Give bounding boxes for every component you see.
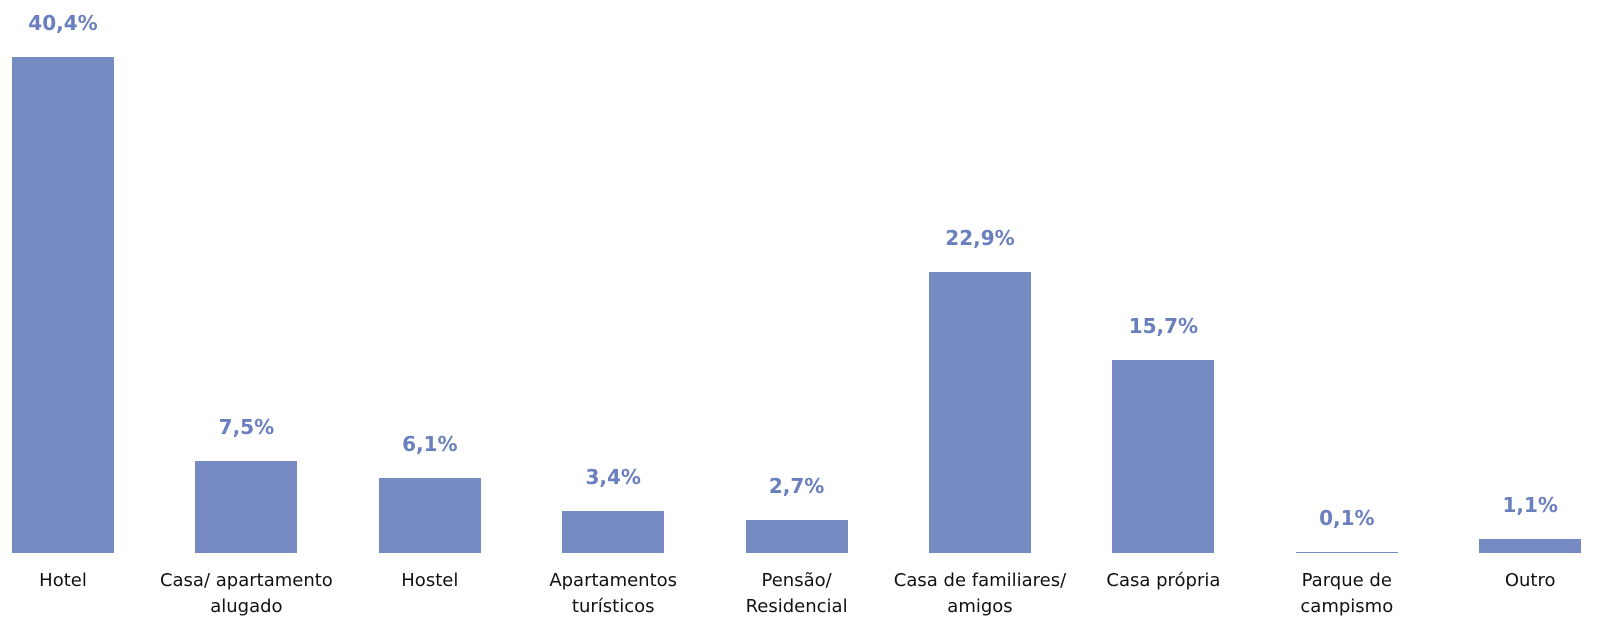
bar: [1479, 539, 1582, 553]
value-label: 3,4%: [585, 465, 641, 490]
value-label: 1,1%: [1502, 493, 1558, 518]
bar: [378, 478, 481, 553]
bar: [745, 519, 848, 553]
bar: [929, 271, 1031, 553]
x-tick-label: Casa própria: [1106, 570, 1221, 591]
bar: [195, 460, 298, 553]
bar: [12, 57, 114, 553]
x-tick-label: Apartamentos turísticos: [549, 570, 678, 617]
value-label: 7,5%: [218, 414, 275, 439]
x-tick-label: Casa/ apartamento alugado: [159, 570, 333, 617]
value-label: 6,1%: [402, 432, 458, 457]
value-label: 0,1%: [1319, 505, 1375, 530]
bar: [562, 511, 665, 553]
x-tick-label: Parque de campismo: [1300, 570, 1394, 617]
value-label: 2,7%: [768, 473, 825, 498]
x-tick-label: Hostel: [401, 570, 459, 591]
x-tick-label: Outro: [1504, 570, 1556, 591]
value-label: 40,4%: [28, 11, 98, 35]
x-tick-label: Pensão/ Residencial: [745, 570, 848, 617]
x-tick-label: Hotel: [39, 570, 87, 591]
bar: [1112, 360, 1215, 553]
value-label: 22,9%: [945, 225, 1015, 250]
x-tick-label: Casa de familiares/ amigos: [893, 570, 1067, 617]
bar: [1295, 551, 1398, 553]
value-label: 15,7%: [1128, 314, 1199, 339]
